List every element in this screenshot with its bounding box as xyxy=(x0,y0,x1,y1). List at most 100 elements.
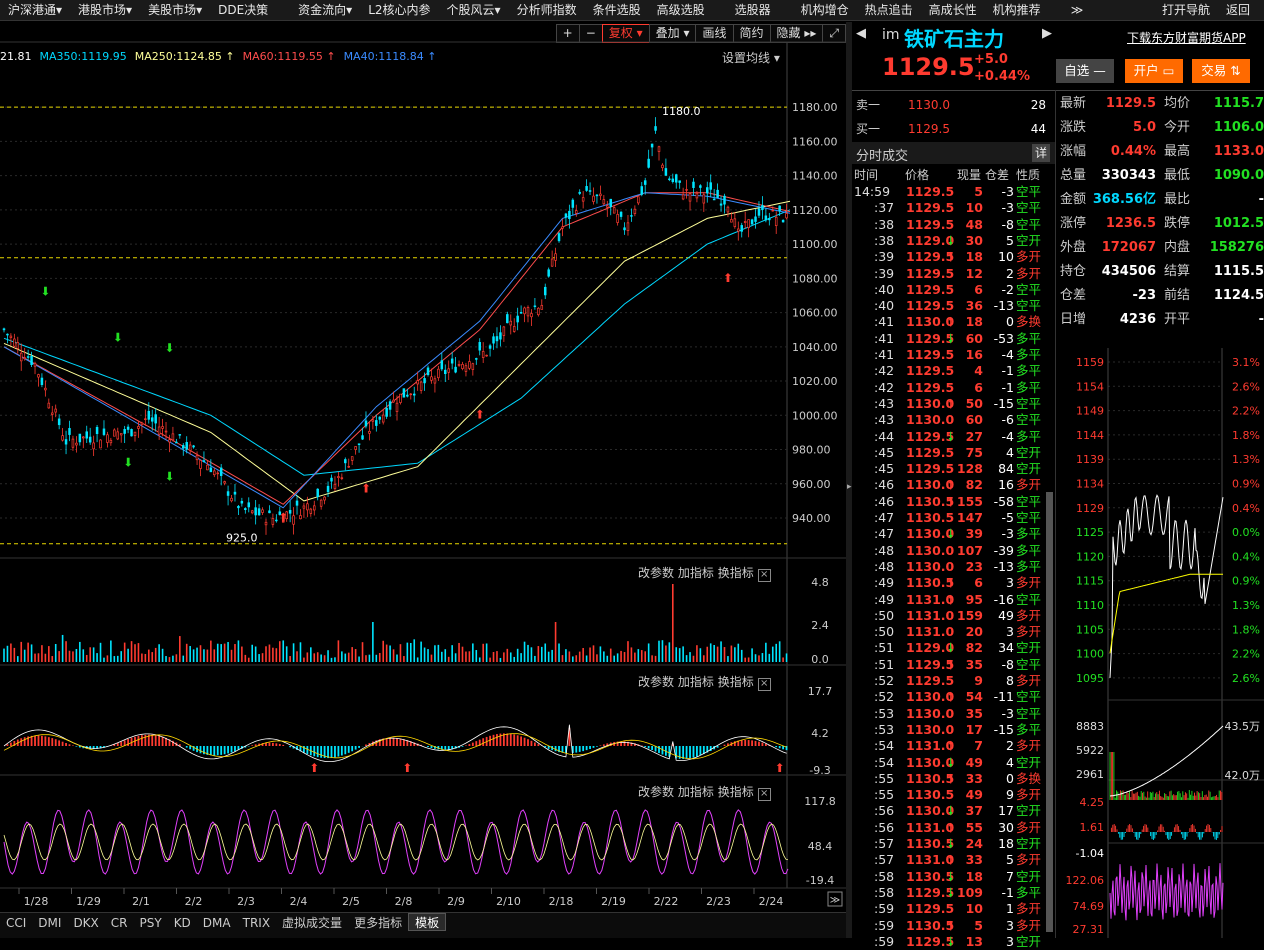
candle-body xyxy=(86,432,88,438)
candle-body xyxy=(120,433,122,434)
trade-oi-change: -4 xyxy=(1002,347,1014,363)
menu-item-0[interactable]: 沪深港通▾ xyxy=(0,0,70,21)
intraday-pct-label: 2.2% xyxy=(1232,648,1260,661)
volume-bar xyxy=(455,653,457,662)
trade-price: 1129.5 xyxy=(906,901,954,917)
candle-body xyxy=(89,437,91,442)
candle-body xyxy=(779,206,781,211)
trade-time: :40 xyxy=(874,298,894,314)
trade-price: 1131.0 xyxy=(906,592,954,608)
macd-bar xyxy=(251,745,253,746)
download-app-link[interactable]: 下载东方财富期货APP xyxy=(1127,29,1246,46)
intraday-pct-label: 0.4% xyxy=(1232,550,1260,563)
volume-bar xyxy=(465,652,467,662)
open-account-button[interactable]: 开户 ▭ xyxy=(1125,59,1183,83)
menu-item-10[interactable]: 选股器 xyxy=(727,0,779,21)
tab-8[interactable]: 虚拟成交量 xyxy=(276,914,348,932)
trade-nature: 多平 xyxy=(1016,722,1041,738)
tab-5[interactable]: KD xyxy=(168,914,197,932)
candle-body xyxy=(317,489,319,497)
volume-bar xyxy=(279,641,281,662)
trade-price: 1130.0 xyxy=(906,314,954,330)
trade-time: :55 xyxy=(874,787,894,803)
menu-item-8[interactable]: 条件选股 xyxy=(585,0,649,21)
candle-body xyxy=(138,426,140,428)
trade-nature: 多平 xyxy=(1016,363,1041,379)
candle-body xyxy=(403,389,405,398)
menu-item-7[interactable]: 分析师指数 xyxy=(509,0,585,21)
intraday-price-label: 1159 xyxy=(1076,356,1104,369)
volume-bar xyxy=(600,646,602,662)
price-tick-label: 1180.00 xyxy=(792,101,838,114)
candle-body xyxy=(293,516,295,525)
candle-body xyxy=(324,497,326,500)
menu-item-3[interactable]: DDE决策 xyxy=(210,0,276,21)
menu-back[interactable]: 返回 xyxy=(1218,0,1258,21)
candle-body xyxy=(537,308,539,314)
volume-bar xyxy=(213,649,215,662)
candle-body xyxy=(348,466,350,467)
menu-item-11[interactable]: 机构增仓 xyxy=(793,0,857,21)
intraday-oi-label: 42.0万 xyxy=(1225,769,1261,782)
detail-button[interactable]: 详 xyxy=(1032,144,1050,162)
macd-bar xyxy=(589,746,591,749)
collapse-icon[interactable]: ▸ xyxy=(847,482,851,502)
menu-item-4[interactable]: 资金流向▾ xyxy=(290,0,360,21)
watchlist-button[interactable]: 自选 — xyxy=(1056,59,1114,83)
next-icon[interactable]: ▶ xyxy=(1042,26,1052,41)
candle-body xyxy=(72,439,74,447)
macd-bar xyxy=(468,744,470,746)
candle-body xyxy=(506,315,508,323)
tab-1[interactable]: DMI xyxy=(32,914,67,932)
trade-nature: 空平 xyxy=(1016,184,1041,200)
macd-bar xyxy=(755,741,757,746)
volume-bar xyxy=(782,657,784,662)
tab-0[interactable]: CCI xyxy=(0,914,32,932)
menu-item-6[interactable]: 个股风云▾ xyxy=(439,0,509,21)
volume-bar xyxy=(675,647,677,662)
candle-body xyxy=(741,225,743,231)
macd-bar xyxy=(7,744,9,746)
trade-nature: 多开 xyxy=(1016,608,1041,624)
trades-scrollbar[interactable] xyxy=(1046,492,1053,932)
tab-6[interactable]: DMA xyxy=(197,914,237,932)
trade-button[interactable]: 交易 ⇅ xyxy=(1192,59,1250,83)
menu-item-13[interactable]: 高成长性 xyxy=(921,0,985,21)
trade-nature: 多开 xyxy=(1016,266,1041,282)
menu-item-14[interactable]: 机构推荐 xyxy=(985,0,1049,21)
volume-bar xyxy=(772,647,774,662)
menu-item-2[interactable]: 美股市场▾ xyxy=(140,0,210,21)
menu-item-5[interactable]: L2核心内参 xyxy=(360,0,438,21)
candle-body xyxy=(472,364,474,370)
trade-volume: 55 xyxy=(966,820,983,836)
trade-nature: 多换 xyxy=(1016,314,1041,330)
menu-open-nav[interactable]: 打开导航 xyxy=(1154,0,1218,21)
prev-icon[interactable]: ◀ xyxy=(856,26,866,41)
macd-bar xyxy=(744,740,746,746)
candle-body xyxy=(258,509,260,515)
trade-price: 1130.5 xyxy=(906,869,954,885)
tab-3[interactable]: CR xyxy=(105,914,134,932)
tab-9[interactable]: 更多指标 xyxy=(348,914,408,932)
trade-oi-change: 5 xyxy=(1006,233,1014,249)
macd-bar xyxy=(465,745,467,746)
trade-nature: 空开 xyxy=(1016,233,1041,249)
menu-item-1[interactable]: 港股市场▾ xyxy=(70,0,140,21)
menu-item-9[interactable]: 高级选股 xyxy=(649,0,713,21)
tab-2[interactable]: DKX xyxy=(67,914,104,932)
menu-item-15[interactable]: ≫ xyxy=(1063,0,1092,21)
volume-bar xyxy=(420,642,422,662)
osc-tick-label: 117.8 xyxy=(804,795,836,808)
menu-item-12[interactable]: 热点追击 xyxy=(857,0,921,21)
volume-bar xyxy=(493,652,495,662)
tab-10[interactable]: 模板 xyxy=(408,913,446,931)
tab-7[interactable]: TRIX xyxy=(237,914,276,932)
trade-oi-change: -1 xyxy=(1002,885,1014,901)
candle-body xyxy=(196,455,198,459)
tab-4[interactable]: PSY xyxy=(134,914,168,932)
volume-bar xyxy=(486,643,488,662)
